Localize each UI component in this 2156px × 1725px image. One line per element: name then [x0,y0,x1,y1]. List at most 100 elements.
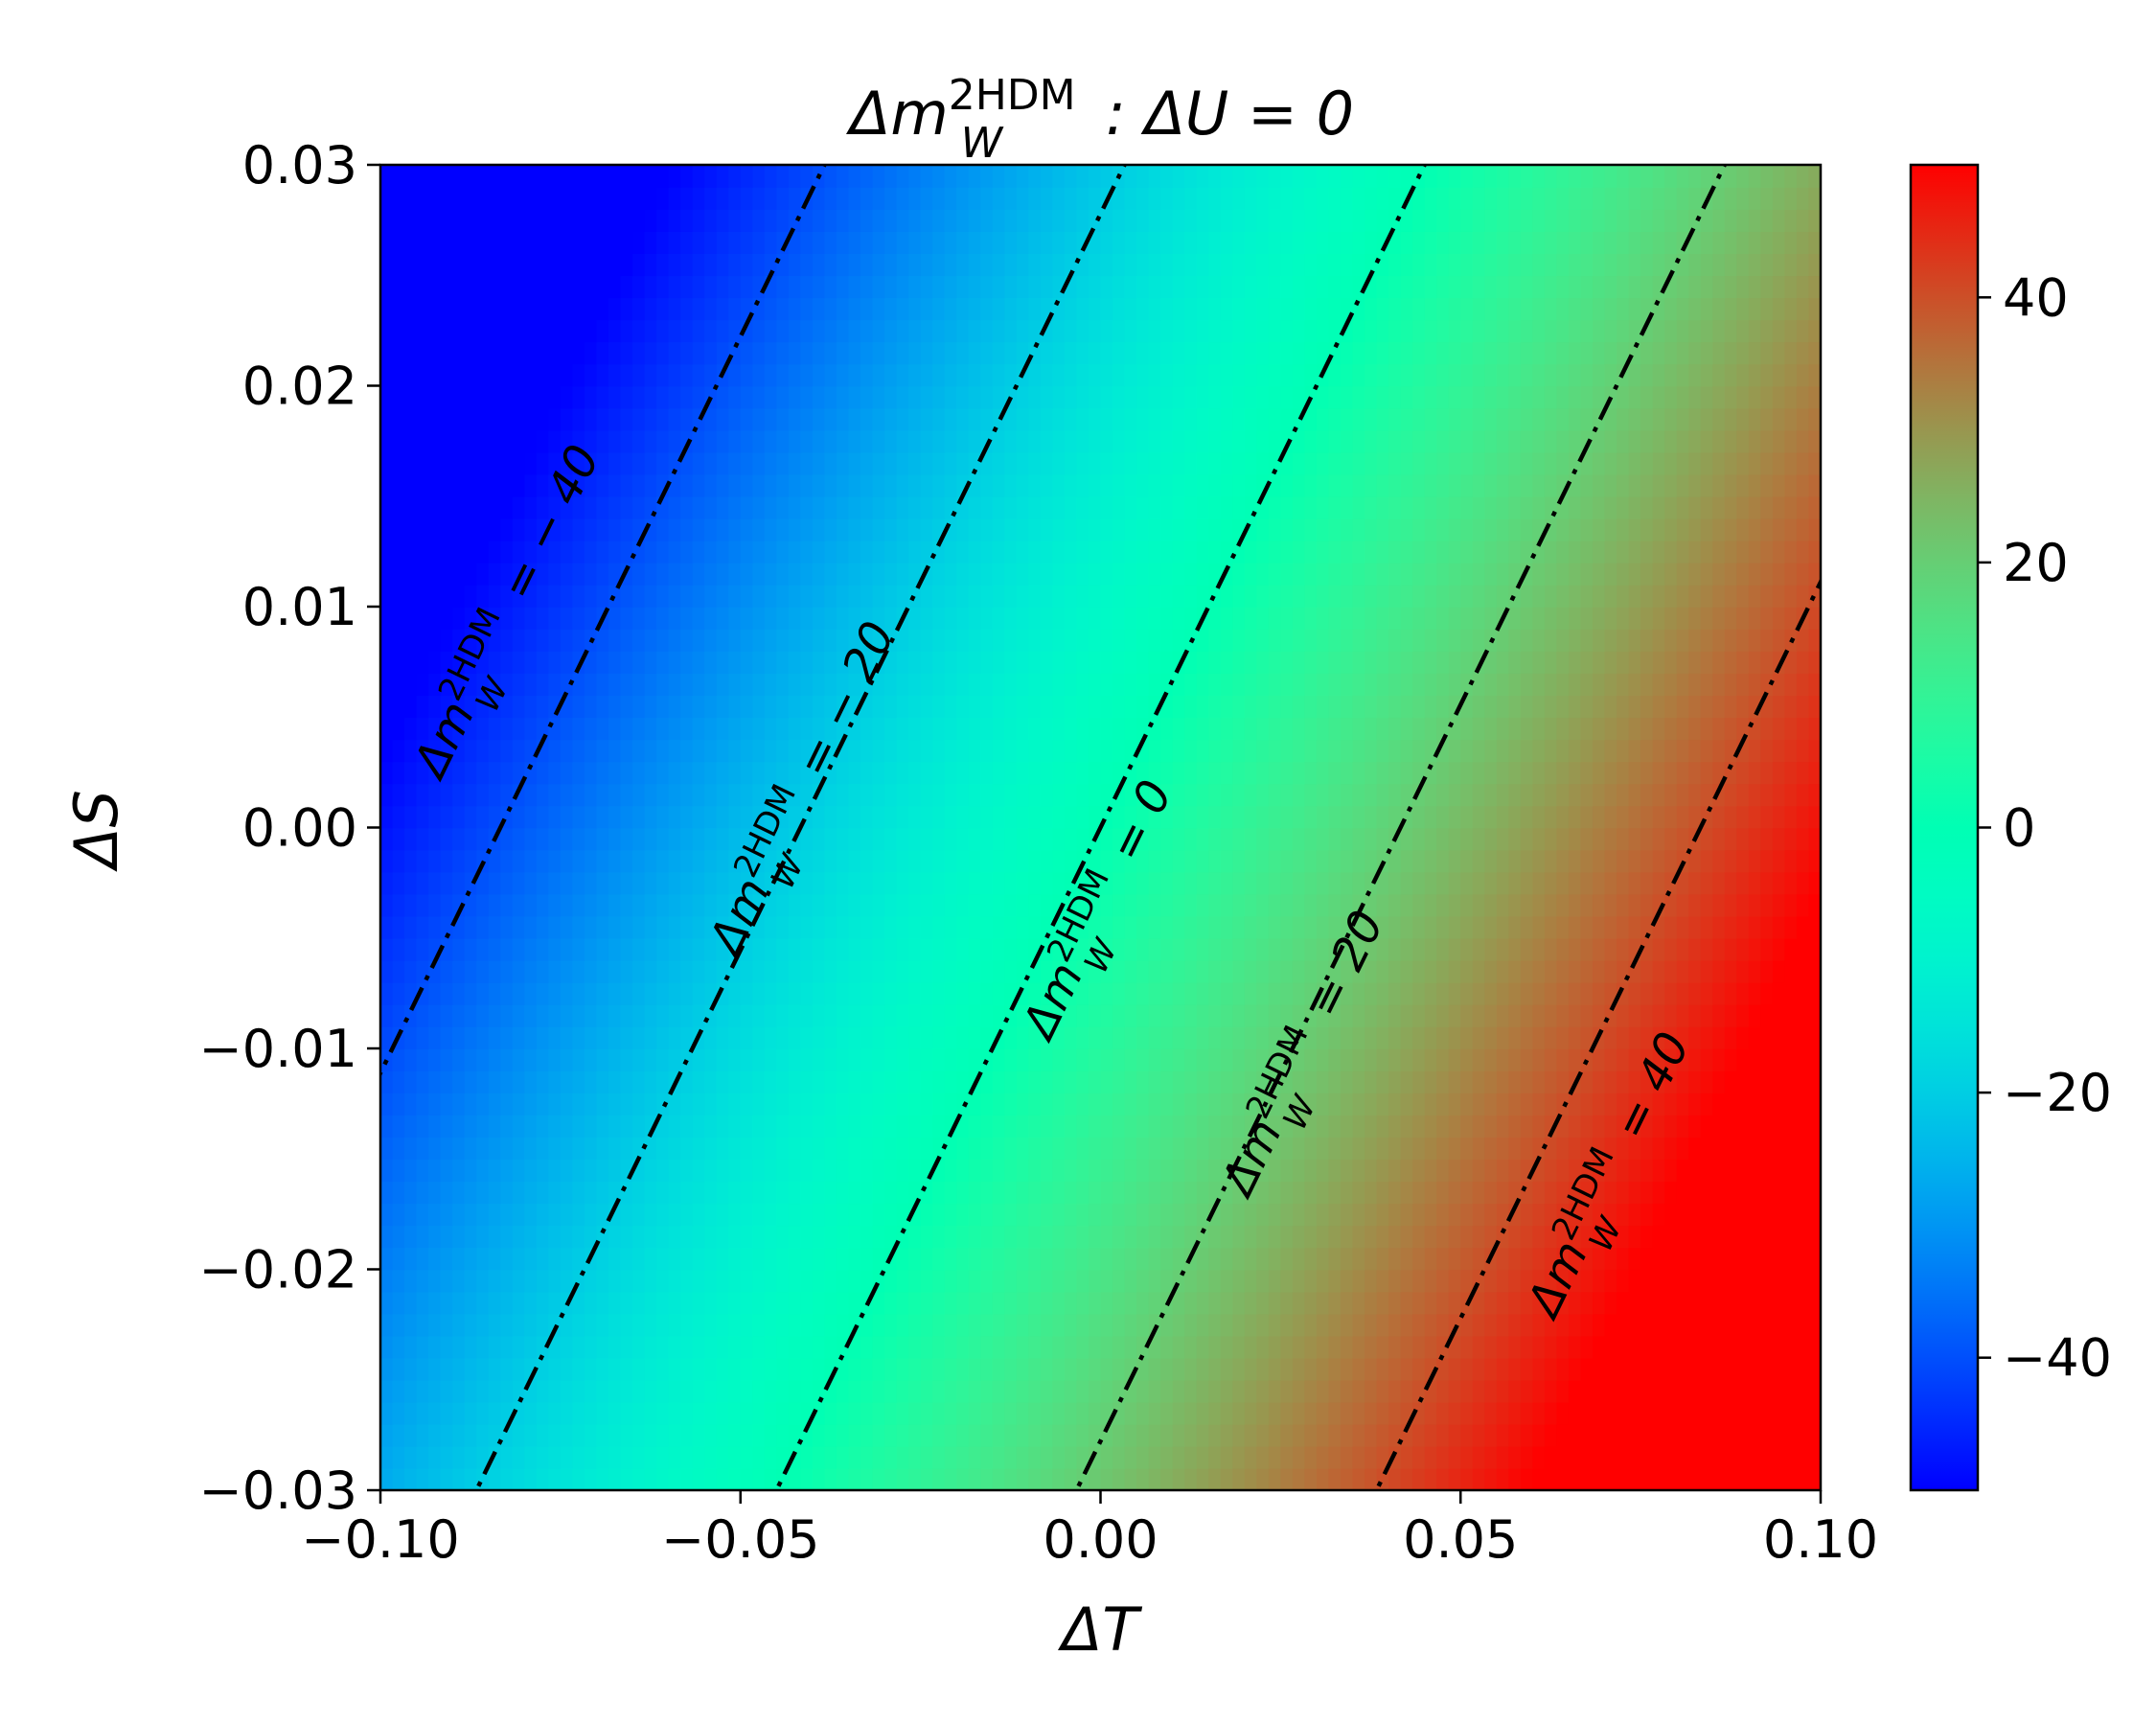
heatmap-cell [560,562,574,586]
heatmap-cell [1484,1181,1498,1205]
heatmap-cell [596,1025,609,1049]
heatmap-cell [1760,849,1774,873]
heatmap-cell [1484,783,1498,807]
heatmap-cell [1568,1225,1582,1249]
heatmap-cell [716,893,730,917]
heatmap-cell [1268,1247,1282,1271]
heatmap-cell [932,1313,946,1337]
heatmap-cell [1064,1225,1078,1249]
heatmap-cell [440,584,453,608]
heatmap-cell [704,1092,718,1116]
heatmap-cell [908,1291,922,1315]
heatmap-cell [380,607,394,630]
heatmap-cell [1160,607,1174,630]
heatmap-cell [812,959,826,983]
heatmap-cell [1520,1401,1534,1425]
heatmap-cell [848,1379,861,1403]
heatmap-cell [1472,783,1486,807]
heatmap-cell [1160,1379,1174,1403]
heatmap-cell [1688,783,1702,807]
heatmap-cell [704,1291,718,1315]
heatmap-area [380,165,1821,1490]
heatmap-cell [1628,915,1641,939]
heatmap-cell [740,1003,754,1027]
heatmap-cell [680,1070,694,1093]
heatmap-cell [524,805,538,829]
heatmap-cell [1316,1313,1330,1337]
heatmap-cell [1736,1467,1750,1490]
heatmap-cell [1760,651,1774,674]
heatmap-cell [992,893,1006,917]
heatmap-cell [1593,1048,1606,1071]
heatmap-cell [1580,717,1594,741]
heatmap-cell [1172,1445,1185,1469]
heatmap-cell [896,1137,909,1161]
heatmap-cell [1316,1335,1330,1359]
heatmap-cell [908,1070,922,1093]
heatmap-cell [812,1137,826,1161]
heatmap-cell [1352,584,1365,608]
heatmap-cell [764,1181,778,1205]
heatmap-cell [776,1423,790,1447]
heatmap-cell [452,959,466,983]
heatmap-cell [1100,915,1113,939]
heatmap-cell [944,1357,957,1381]
heatmap-cell [572,1203,585,1227]
heatmap-cell [1688,1423,1702,1447]
heatmap-cell [1004,717,1018,741]
heatmap-cell [620,1269,633,1293]
heatmap-cell [1316,1225,1330,1249]
heatmap-cell [1376,1269,1389,1293]
heatmap-cell [1232,783,1246,807]
heatmap-cell [464,1203,477,1227]
heatmap-cell [800,1423,814,1447]
heatmap-cell [488,1269,502,1293]
heatmap-cell [920,959,933,983]
heatmap-cell [1016,1048,1030,1071]
heatmap-cell [752,959,766,983]
heatmap-cell [1724,717,1738,741]
heatmap-cell [1365,1291,1378,1315]
heatmap-cell [632,1025,646,1049]
heatmap-cell [1100,827,1113,851]
heatmap-cell [1100,1137,1113,1161]
heatmap-cell [560,1401,574,1425]
heatmap-cell [1664,827,1678,851]
heatmap-cell [1052,1048,1066,1071]
heatmap-cell [1244,1401,1258,1425]
heatmap-cell [908,1092,922,1116]
heatmap-cell [680,1225,694,1249]
heatmap-cell [824,1335,837,1359]
heatmap-cell [740,1225,754,1249]
heatmap-cell [1208,849,1222,873]
heatmap-cell [764,1401,778,1425]
heatmap-cell [1004,1291,1018,1315]
heatmap-cell [1532,827,1546,851]
heatmap-cell [788,959,802,983]
heatmap-cell [1520,937,1534,961]
heatmap-cell [584,584,598,608]
heatmap-cell [1244,1003,1258,1027]
heatmap-cell [1400,651,1413,674]
heatmap-cell [1341,629,1354,652]
heatmap-cell [1124,1181,1137,1205]
heatmap-cell [512,937,526,961]
heatmap-cell [1028,607,1042,630]
heatmap-cell [1076,1401,1089,1425]
heatmap-cell [1712,584,1726,608]
heatmap-cell [1376,1313,1389,1337]
heatmap-cell [1280,893,1294,917]
heatmap-cell [572,959,585,983]
heatmap-cell [1016,1335,1030,1359]
heatmap-cell [752,1203,766,1227]
heatmap-cell [992,739,1006,763]
heatmap-cell [1496,893,1510,917]
heatmap-cell [1292,1467,1306,1490]
heatmap-cell [1316,717,1330,741]
heatmap-cell [992,1467,1006,1490]
heatmap-cell [1484,673,1498,696]
heatmap-cell [1304,915,1318,939]
heatmap-cell [452,1203,466,1227]
heatmap-cell [908,871,922,895]
heatmap-cell [1460,1445,1474,1469]
